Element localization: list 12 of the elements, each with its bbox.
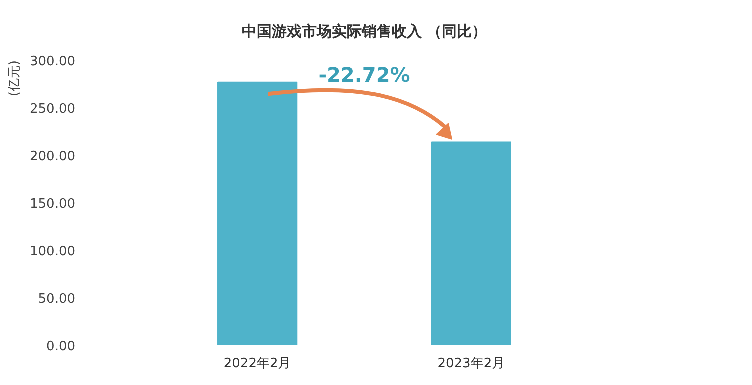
chart-title: 中国游戏市场实际销售收入 （同比） xyxy=(242,22,488,40)
x-tick-label: 2022年2月 xyxy=(224,356,292,372)
y-tick-label: 50.00 xyxy=(38,292,76,307)
y-tick-label: 100.00 xyxy=(30,244,76,260)
y-tick-label: 250.00 xyxy=(30,102,76,117)
y-tick-label: 300.00 xyxy=(30,54,76,70)
x-tick-label: 2023年2月 xyxy=(438,356,506,372)
y-tick-label: 200.00 xyxy=(30,150,76,164)
y-tick-label: 150.00 xyxy=(30,197,76,212)
y-axis-title: (亿元) xyxy=(8,60,22,97)
y-tick-label: 0.00 xyxy=(46,340,76,354)
annotation: -22.72% xyxy=(318,62,410,87)
